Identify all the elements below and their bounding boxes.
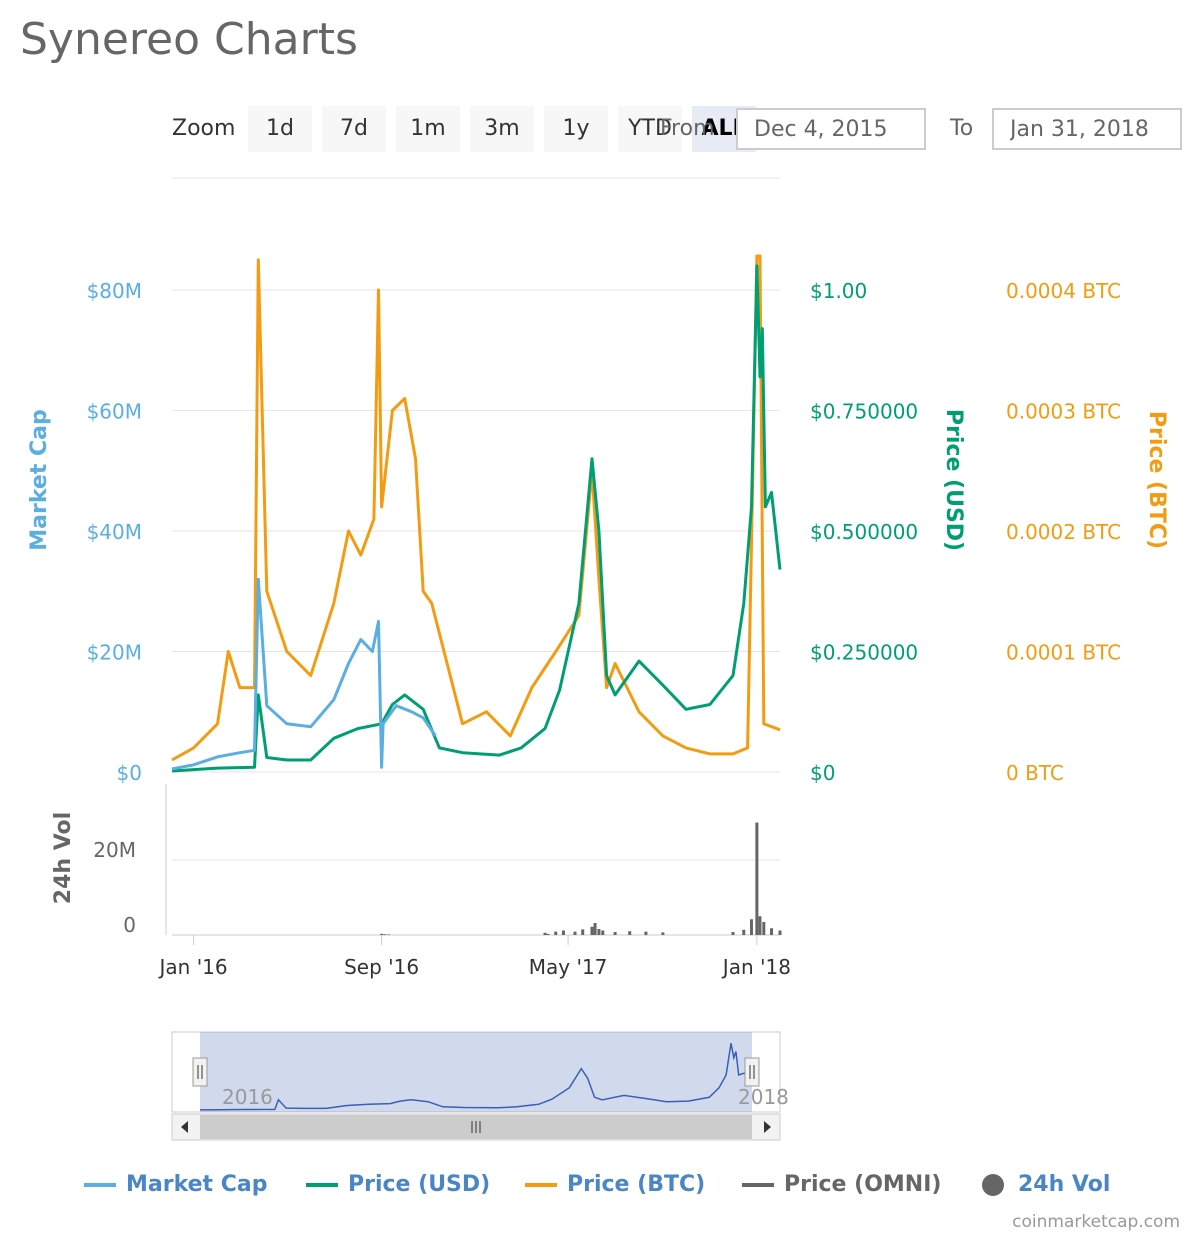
- legend-label: Market Cap: [126, 1172, 268, 1197]
- credits-link[interactable]: coinmarketcap.com: [1012, 1212, 1180, 1232]
- volume-bar: [597, 929, 601, 935]
- market-cap-tick-label: $60M: [87, 400, 142, 424]
- navigator-frame: [171, 1031, 781, 1113]
- zoom-label: Zoom: [172, 116, 236, 141]
- price-usd-tick-label: $0.250000: [810, 641, 918, 665]
- price-usd-tick-label: $1.00: [810, 279, 867, 303]
- legend-label: Price (USD): [348, 1172, 491, 1197]
- price-usd-tick-label: $0.500000: [810, 520, 918, 544]
- volume-dot-icon: [982, 1173, 1004, 1196]
- volume-bar: [778, 930, 782, 935]
- price-btc-tick-label: 0.0002 BTC: [1006, 520, 1121, 544]
- scroll-right-arrow-icon[interactable]: [764, 1121, 771, 1133]
- price-btc-tick-label: 0.0001 BTC: [1006, 641, 1121, 665]
- range-to-label: To: [950, 116, 974, 141]
- volume-bar: [661, 932, 665, 935]
- legend: Market Cap Price (USD) Price (BTC) Price…: [0, 1172, 1200, 1206]
- volume-bar: [601, 930, 605, 935]
- volume-bar: [628, 931, 632, 935]
- legend-item-market-cap[interactable]: Market Cap: [84, 1172, 267, 1197]
- legend-item-price-omni[interactable]: Price (OMNI): [742, 1172, 941, 1197]
- navigator-series-line: [199, 1043, 753, 1111]
- volume-bar: [755, 822, 759, 935]
- price-btc-tick-label: 0.0003 BTC: [1006, 400, 1121, 424]
- legend-item-price-btc[interactable]: Price (BTC): [525, 1172, 705, 1197]
- zoom-1d-button[interactable]: 1d: [248, 106, 312, 152]
- price-btc-line: [171, 254, 781, 762]
- market-cap-tick-label: $80M: [87, 279, 142, 303]
- zoom-1y-button[interactable]: 1y: [544, 106, 608, 152]
- price-usd-swatch-icon: [306, 1182, 338, 1187]
- series-lines: [171, 254, 782, 773]
- price-usd-line: [171, 264, 782, 773]
- price-usd-tick-label: $0: [810, 761, 835, 785]
- volume-bar: [593, 923, 597, 935]
- navigator: 2016 2018: [171, 1031, 789, 1141]
- navigator-left-handle[interactable]: [192, 1057, 208, 1087]
- legend-label: Price (BTC): [567, 1172, 706, 1197]
- range-from-input[interactable]: [736, 108, 926, 150]
- x-tick-label: May '17: [529, 955, 608, 979]
- axis-labels: $0 $0 0 BTC $20M $0.250000 0.0001 BTC $40M $0.5…: [27, 279, 1169, 785]
- price-omni-swatch-icon: [742, 1182, 774, 1187]
- volume-axis-title: 24h Vol: [51, 812, 76, 904]
- volume-bar: [546, 933, 550, 935]
- grid-lines: [172, 177, 780, 773]
- volume-bar: [742, 929, 746, 935]
- volume-bar: [613, 932, 617, 935]
- x-tick-label: Jan '16: [158, 955, 228, 979]
- zoom-7d-button[interactable]: 7d: [322, 106, 386, 152]
- volume-bar: [581, 929, 585, 935]
- market-cap-tick-label: $20M: [87, 641, 142, 665]
- zoom-ytd-button[interactable]: YTD: [618, 106, 682, 152]
- price-usd-axis-title: Price (USD): [941, 409, 966, 551]
- volume-bar: [758, 916, 762, 935]
- market-cap-tick-label: $40M: [87, 520, 142, 544]
- range-from-label: From: [660, 116, 715, 141]
- page-title: Synereo Charts: [20, 14, 358, 65]
- volume-tick-label: 20M: [93, 838, 136, 862]
- volume-bars: 20M 0 24h Vol: [51, 784, 782, 937]
- zoom-3m-button[interactable]: 3m: [470, 106, 534, 152]
- price-btc-axis-title: Price (BTC): [1144, 411, 1169, 549]
- x-tick-label: Sep '16: [344, 955, 419, 979]
- legend-item-price-usd[interactable]: Price (USD): [306, 1172, 490, 1197]
- range-to-input[interactable]: [992, 108, 1182, 150]
- volume-bar: [644, 931, 648, 935]
- volume-bar: [731, 932, 735, 935]
- volume-bar: [573, 931, 577, 935]
- volume-bar: [590, 926, 594, 935]
- market-cap-axis-title: Market Cap: [27, 409, 52, 550]
- volume-bar: [543, 932, 547, 935]
- volume-bar: [383, 934, 387, 935]
- volume-bar: [762, 921, 766, 935]
- x-tick-label: Jan '18: [721, 955, 791, 979]
- navigator-label: 2016: [222, 1085, 273, 1109]
- market-cap-tick-label: $0: [117, 761, 142, 785]
- legend-item-24h-vol[interactable]: 24h Vol: [982, 1172, 1110, 1197]
- price-btc-tick-label: 0.0004 BTC: [1006, 279, 1121, 303]
- price-chart[interactable]: $0 $0 0 BTC $20M $0.250000 0.0001 BTC $40M $0.5…: [0, 0, 1200, 1160]
- legend-label: 24h Vol: [1018, 1172, 1111, 1197]
- price-btc-swatch-icon: [525, 1182, 557, 1187]
- price-btc-tick-label: 0 BTC: [1006, 761, 1064, 785]
- market-cap-line: [171, 577, 437, 771]
- scroll-left-arrow-icon[interactable]: [181, 1121, 188, 1133]
- volume-bar: [749, 919, 753, 935]
- legend-label: Price (OMNI): [784, 1172, 942, 1197]
- navigator-label: 2018: [738, 1085, 789, 1109]
- market-cap-swatch-icon: [84, 1182, 116, 1187]
- volume-bar: [554, 931, 558, 935]
- volume-bar: [561, 930, 565, 935]
- navigator-right-handle[interactable]: [744, 1057, 760, 1087]
- volume-bar: [387, 934, 391, 935]
- volume-tick-label: 0: [123, 913, 136, 937]
- navigator-selection: [200, 1032, 752, 1112]
- volume-bar: [380, 933, 384, 935]
- zoom-1m-button[interactable]: 1m: [396, 106, 460, 152]
- x-axis: Jan '16 Sep '16 May '17 Jan '18: [158, 935, 791, 979]
- price-usd-tick-label: $0.750000: [810, 400, 918, 424]
- volume-bar: [770, 928, 774, 935]
